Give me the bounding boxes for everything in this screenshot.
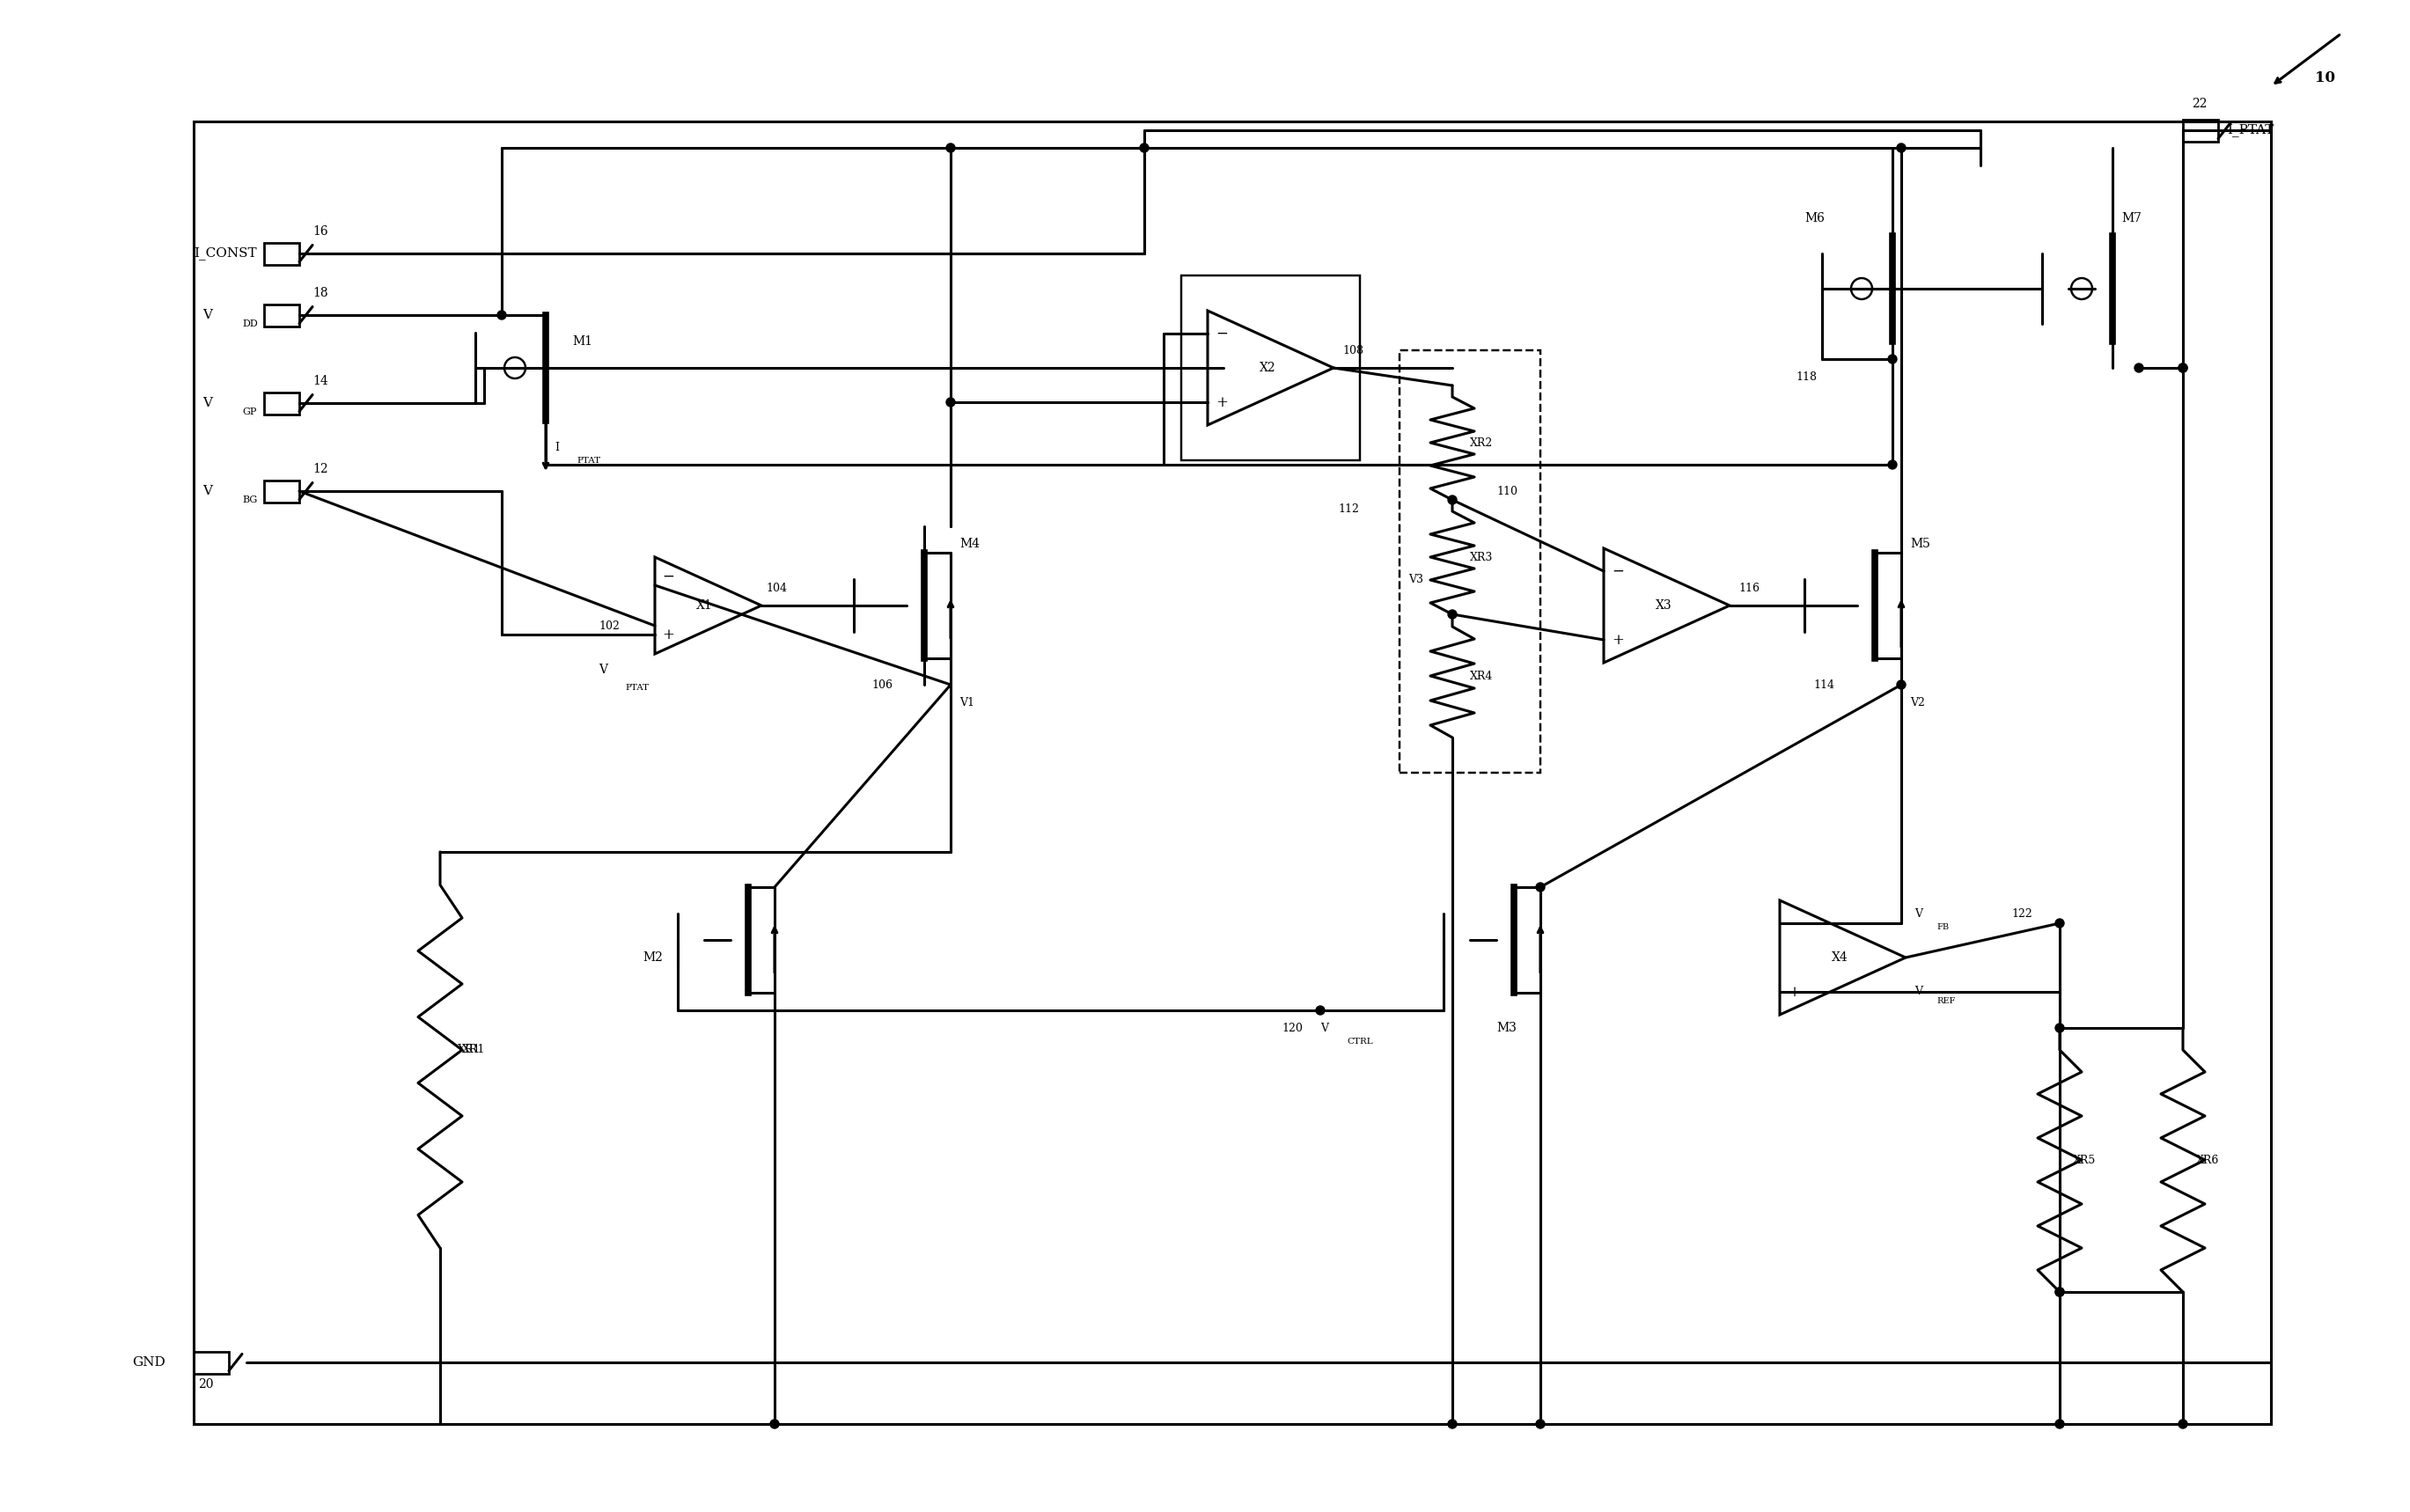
Circle shape [2179,363,2188,372]
Text: X2: X2 [1260,361,1275,373]
Text: V: V [1914,909,1923,921]
Text: 116: 116 [1738,582,1759,594]
Text: XR1: XR1 [458,1045,482,1055]
Text: XR3: XR3 [1470,552,1494,562]
Text: PTAT: PTAT [576,457,600,464]
Bar [1181,275,1359,460]
Text: V1: V1 [959,697,974,708]
Bar [2183,119,2217,141]
Text: V: V [202,485,212,497]
Text: 110: 110 [1497,485,1518,497]
Circle shape [2056,919,2063,928]
Circle shape [2179,363,2188,372]
Circle shape [1448,1420,1456,1429]
Text: M4: M4 [959,538,981,550]
Text: I: I [554,442,559,452]
Text: 106: 106 [872,679,892,691]
Text: 18: 18 [313,287,328,299]
Text: 16: 16 [313,225,328,237]
Text: I_PTAT: I_PTAT [2227,124,2275,136]
Bar [265,392,299,414]
Text: V: V [202,308,212,321]
Text: +: + [1612,632,1624,647]
Text: M5: M5 [1911,538,1930,550]
Circle shape [947,144,954,153]
Text: XR5: XR5 [2073,1154,2097,1166]
Text: M7: M7 [2121,212,2142,224]
Text: M3: M3 [1497,1022,1516,1034]
Text: 118: 118 [1795,370,1817,383]
Text: X1: X1 [696,599,713,612]
Text: 22: 22 [2191,98,2208,110]
Text: −: − [1612,564,1624,579]
Text: XR6: XR6 [2196,1154,2220,1166]
Circle shape [2179,1420,2188,1429]
Circle shape [2135,363,2142,372]
Text: XR1: XR1 [463,1045,484,1055]
Circle shape [1535,1420,1545,1429]
Text: 12: 12 [313,463,328,475]
Circle shape [1887,355,1897,363]
Text: BG: BG [241,496,258,505]
Text: XR4: XR4 [1470,670,1494,682]
Text: I_CONST: I_CONST [193,246,258,260]
Text: 102: 102 [598,620,619,632]
Text: V: V [1914,986,1923,998]
Text: CTRL: CTRL [1347,1037,1374,1045]
Bar [265,242,299,265]
Text: V: V [202,398,212,410]
Text: V2: V2 [1911,697,1926,708]
Circle shape [1897,680,1906,689]
Text: M6: M6 [1805,212,1824,224]
Text: V: V [1321,1022,1328,1034]
Circle shape [1140,144,1150,153]
Circle shape [771,1420,778,1429]
Text: PTAT: PTAT [624,683,648,691]
Text: 120: 120 [1282,1022,1304,1034]
Circle shape [2056,1288,2063,1296]
Circle shape [1448,496,1456,505]
Circle shape [1316,1005,1326,1015]
Text: X3: X3 [1656,599,1673,612]
Text: GND: GND [133,1356,166,1368]
Text: 108: 108 [1342,345,1364,355]
Text: 14: 14 [313,375,328,387]
Bar [1400,351,1540,773]
Bar [193,121,2270,1424]
Text: 10: 10 [2316,70,2335,85]
Circle shape [2056,1420,2063,1429]
Text: 112: 112 [1338,503,1359,514]
Bar [265,304,299,327]
Text: M1: M1 [571,336,593,348]
Circle shape [1887,460,1897,469]
Text: +: + [663,627,675,643]
Text: +: + [1217,395,1229,410]
Circle shape [2056,1024,2063,1033]
Text: +: + [1788,984,1800,999]
Circle shape [2056,1288,2063,1296]
Text: 104: 104 [766,582,788,594]
Text: M2: M2 [643,951,663,963]
Text: −: − [1217,327,1229,342]
Text: GP: GP [241,407,255,416]
Text: V: V [598,664,607,676]
Text: 114: 114 [1812,679,1834,691]
Bar [265,481,299,502]
Text: V3: V3 [1407,573,1424,585]
Text: −: − [663,569,675,584]
Text: XR2: XR2 [1470,437,1494,449]
Text: REF: REF [1938,996,1955,1004]
Circle shape [947,398,954,407]
Circle shape [496,310,506,319]
Text: −: − [1788,916,1800,931]
Circle shape [1535,883,1545,892]
Text: FB: FB [1938,924,1950,931]
Text: 122: 122 [2012,909,2032,921]
Bar [193,1352,229,1373]
Text: DD: DD [241,319,258,328]
Text: 20: 20 [198,1379,214,1391]
Circle shape [1448,609,1456,618]
Text: X4: X4 [1832,951,1848,963]
Circle shape [1897,144,1906,153]
